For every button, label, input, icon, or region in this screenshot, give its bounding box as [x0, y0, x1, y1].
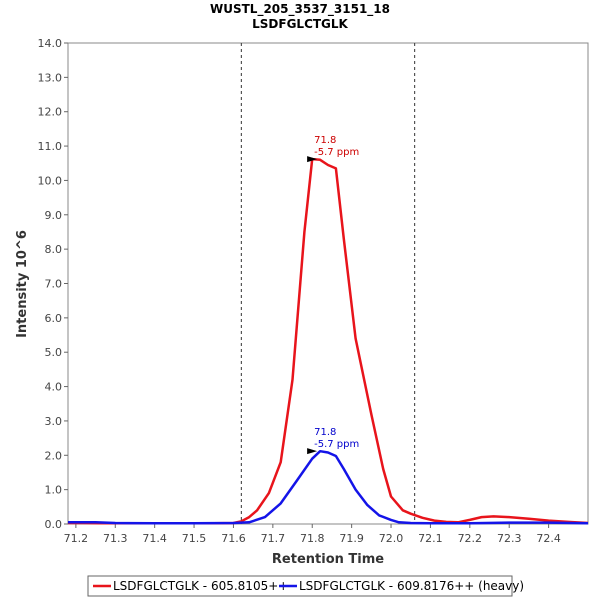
x-tick-label: 71.5	[182, 532, 207, 545]
legend: LSDFGLCTGLK - 605.8105++ LSDFGLCTGLK - 6…	[87, 575, 524, 597]
y-axis-label: Intensity 10^6	[15, 230, 30, 338]
x-tick-label: 71.6	[221, 532, 246, 545]
peak-time-label: 71.8	[314, 427, 336, 438]
x-tick-label: 72.3	[497, 532, 522, 545]
y-tick-label: 3.0	[45, 415, 63, 428]
series-line-heavy	[68, 449, 589, 525]
x-tick-label: 71.7	[261, 532, 286, 545]
y-tick-label: 11.0	[38, 140, 63, 153]
y-tick-label: 13.0	[38, 71, 63, 84]
y-tick-label: 4.0	[45, 381, 63, 394]
x-tick-label: 72.2	[458, 532, 483, 545]
chart-title: WUSTL_205_3537_3151_18	[210, 2, 390, 17]
y-tick-label: 5.0	[45, 346, 63, 359]
x-tick-label: 71.2	[64, 532, 89, 545]
y-tick-label: 1.0	[45, 484, 63, 497]
peak-ppm-label: -5.7 ppm	[314, 439, 359, 450]
legend-entry-light: LSDFGLCTGLK - 605.8105++	[113, 579, 288, 593]
y-tick-label: 10.0	[38, 174, 63, 187]
series-layer	[68, 157, 589, 525]
x-axis-label: Retention Time	[272, 552, 384, 567]
x-tick-label: 72.0	[379, 532, 404, 545]
x-tick-label: 71.4	[142, 532, 167, 545]
y-tick-label: 8.0	[45, 243, 63, 256]
peak-time-label: 71.8	[314, 135, 336, 146]
y-tick-label: 6.0	[45, 312, 63, 325]
y-tick-label: 2.0	[45, 449, 63, 462]
x-tick-label: 71.3	[103, 532, 128, 545]
x-tick-label: 71.8	[300, 532, 325, 545]
peak-marker-icon	[307, 448, 318, 455]
y-tick-label: 9.0	[45, 209, 63, 222]
y-tick-label: 0.0	[45, 518, 63, 531]
x-axis: 71.2 71.3 71.4 71.5 71.6 71.7 71.8 71.9 72.0 72.1…	[64, 524, 561, 545]
peak-boundaries	[240, 43, 416, 524]
plot-area	[67, 42, 589, 525]
y-tick-label: 12.0	[38, 106, 63, 119]
peak-marker-icon	[307, 156, 318, 163]
x-tick-label: 72.1	[418, 532, 443, 545]
peak-ppm-label: -5.7 ppm	[314, 147, 359, 158]
x-tick-label: 72.4	[536, 532, 561, 545]
y-tick-label: 7.0	[45, 278, 63, 291]
y-tick-label: 14.0	[38, 37, 63, 50]
chart-subtitle: LSDFGLCTGLK	[252, 17, 348, 31]
x-tick-label: 71.9	[339, 532, 364, 545]
y-axis: 0.0 1.0 2.0 3.0 4.0 5.0 6.0 7.0 8.0 9.0 10.0 11.0 12…	[38, 37, 68, 531]
legend-box	[87, 575, 513, 597]
legend-entry-heavy: LSDFGLCTGLK - 609.8176++ (heavy)	[299, 579, 524, 593]
